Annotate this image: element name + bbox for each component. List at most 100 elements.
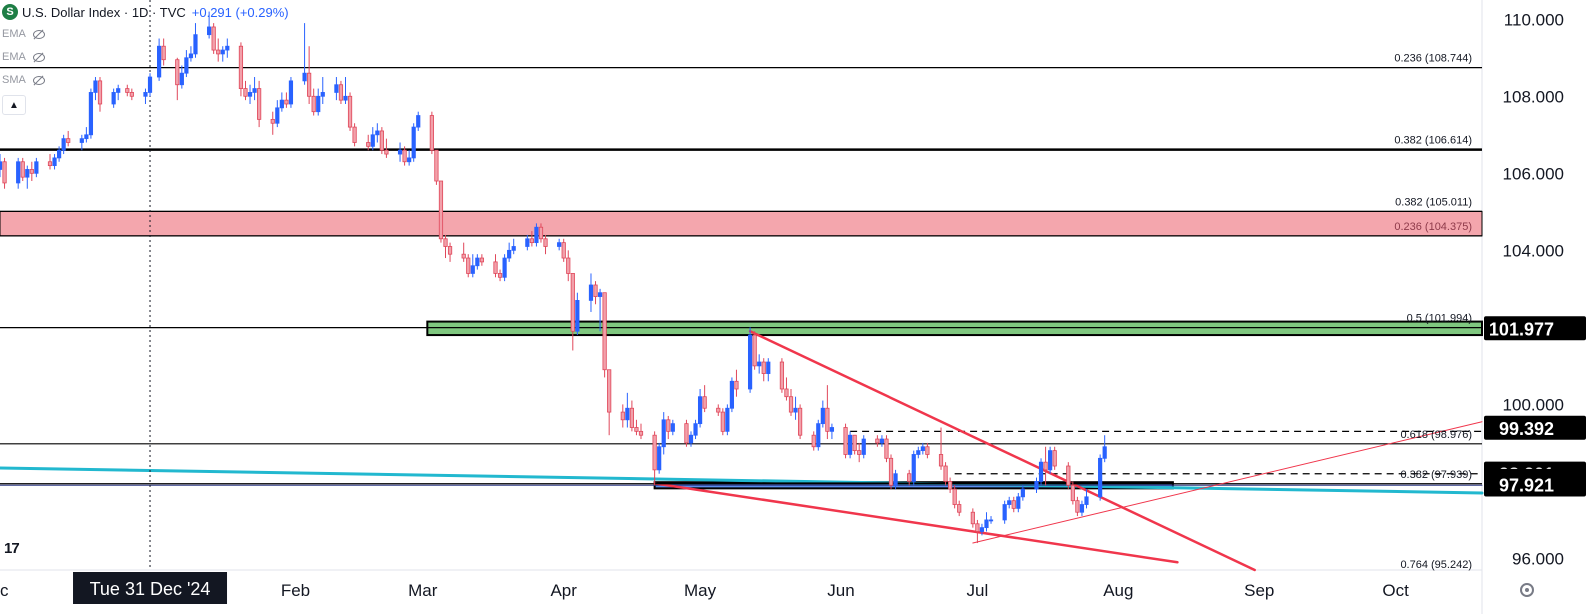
candle-body: [220, 49, 225, 55]
crosshair-time-box: [73, 572, 228, 604]
candle-body: [438, 180, 444, 240]
candle-body: [25, 169, 30, 178]
candle-body: [429, 115, 434, 151]
red-lower-line: [653, 482, 1179, 564]
candle-body: [347, 95, 353, 128]
candle-body: [725, 407, 730, 432]
time-tick-label: May: [684, 581, 717, 600]
candle-body: [693, 423, 698, 436]
candle-body: [757, 361, 762, 367]
candle-body: [238, 45, 244, 89]
candle-body: [307, 72, 312, 97]
red-zone: [0, 210, 1483, 237]
candle-body: [66, 138, 71, 143]
candle-body: [920, 446, 925, 452]
candle-body: [852, 434, 857, 452]
price-label-text: 101.977: [1489, 319, 1554, 339]
green-zone: [426, 320, 1483, 337]
candle-body: [952, 488, 957, 505]
time-tick-label: Jun: [827, 581, 854, 600]
red-thin-line: [972, 421, 1483, 544]
candle-body: [447, 246, 453, 255]
candle-body: [116, 88, 121, 93]
candle-body: [125, 88, 130, 93]
candle-body: [143, 92, 148, 97]
candle-body: [766, 361, 771, 374]
candle-body: [416, 115, 421, 128]
candle-body: [1052, 450, 1057, 467]
price-label-box: [1484, 316, 1586, 341]
candle-body: [1011, 500, 1016, 509]
candle-body: [1007, 500, 1012, 505]
candle-body: [875, 438, 880, 444]
candle-body: [884, 438, 889, 459]
candle-body: [888, 457, 894, 486]
candle-body: [188, 53, 194, 59]
candle-body: [602, 292, 607, 371]
candle-body: [1098, 457, 1103, 498]
candle-body: [843, 427, 848, 455]
red-upper-line: [748, 329, 1256, 572]
symbol-row[interactable]: S U.S. Dollar Index · 1D · TVC +0.291 (+…: [2, 2, 289, 22]
indicator-row-2[interactable]: EMA: [2, 45, 289, 68]
price-label-box: [1484, 415, 1586, 440]
candle-body: [634, 427, 639, 432]
candle-body: [734, 380, 739, 390]
eye-off-icon[interactable]: [32, 52, 46, 62]
candle-body: [497, 273, 503, 278]
indicator-row-1[interactable]: EMA: [2, 22, 289, 45]
candle-body: [243, 88, 248, 97]
candle-body: [20, 161, 25, 178]
candle-body: [384, 149, 389, 155]
candle-body: [93, 80, 98, 93]
candle-body: [984, 519, 989, 529]
candle-body: [284, 99, 289, 105]
candle-body: [97, 80, 103, 105]
candle-body: [938, 454, 944, 467]
tradingview-logo-icon[interactable]: 17: [4, 540, 20, 557]
candle-body: [311, 95, 316, 113]
candle-body: [779, 361, 785, 390]
candle-body: [666, 419, 671, 432]
candle-body: [2, 161, 7, 184]
settings-icon[interactable]: [1520, 583, 1534, 597]
candle-body: [988, 519, 994, 522]
candle-body: [943, 465, 948, 482]
candle-body: [216, 49, 221, 55]
candle-body: [493, 261, 498, 274]
candle-body: [1075, 500, 1080, 513]
price-label-text: 99.392: [1499, 419, 1554, 439]
candle-body: [343, 95, 348, 101]
indicator-label: EMA: [2, 27, 26, 40]
candle-body: [370, 134, 375, 147]
candle-body: [193, 34, 198, 55]
candle-body: [366, 142, 371, 147]
candle-body: [302, 72, 307, 82]
indicator-label: SMA: [2, 73, 26, 86]
candle-body: [688, 434, 694, 444]
eye-off-icon[interactable]: [32, 75, 46, 85]
candle-body: [129, 92, 134, 97]
time-tick-label: Apr: [550, 581, 577, 600]
candle-body: [316, 95, 321, 113]
candle-body: [147, 76, 153, 93]
candle-body: [1070, 484, 1075, 502]
candle-body: [788, 396, 794, 413]
candle-body: [375, 130, 380, 136]
legend-collapse-button[interactable]: ▲: [2, 95, 26, 115]
eye-off-icon[interactable]: [32, 29, 46, 39]
candle-body: [507, 249, 512, 259]
candle-body: [661, 419, 666, 448]
candle-body: [247, 92, 253, 97]
candle-body: [511, 246, 516, 251]
candle-body: [1048, 450, 1053, 471]
indicator-row-3[interactable]: SMA: [2, 68, 289, 91]
symbol-title[interactable]: U.S. Dollar Index · 1D · TVC: [22, 4, 186, 20]
time-tick-label: Jul: [967, 581, 989, 600]
candle-body: [607, 369, 612, 413]
candle-body: [207, 26, 212, 36]
candle-body: [916, 450, 921, 455]
candle-body: [784, 388, 789, 398]
candle-body: [525, 238, 530, 247]
